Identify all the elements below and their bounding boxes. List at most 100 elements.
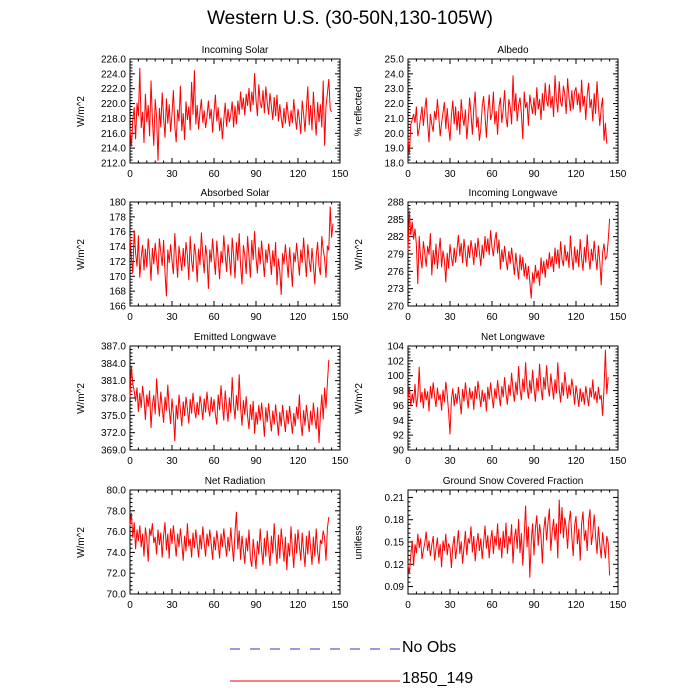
chart-panel-2: 0 30 60 90 120 150 166 168 170 172 174 176 178 180 — [109, 198, 348, 324]
legend-1850-149-line — [230, 680, 400, 682]
x-tick-label: 120 — [290, 456, 307, 467]
plot-frame — [129, 58, 341, 164]
y-tick-label: 22.0 — [385, 99, 405, 110]
y-tick-label: 0.15 — [385, 538, 405, 549]
x-tick-label: 0 — [405, 600, 411, 611]
legend-no-obs-label: No Obs — [402, 639, 457, 656]
y-tick-label: 180 — [109, 198, 126, 209]
x-tick-label: 30 — [166, 456, 178, 467]
y-tick-label: 222.0 — [101, 84, 126, 95]
plot-frame — [129, 201, 341, 307]
x-tick-label: 90 — [250, 312, 262, 323]
y-tick-label: 96 — [393, 401, 405, 412]
y-tick-label: 226.0 — [101, 55, 126, 66]
x-tick-label: 150 — [332, 312, 349, 323]
x-tick-label: 90 — [250, 456, 262, 467]
x-tick-label: 60 — [486, 169, 498, 180]
y-axis-label: unitless — [353, 525, 365, 559]
series-line-1850_149 — [407, 210, 611, 299]
x-tick-label: 150 — [332, 456, 349, 467]
x-tick-label: 120 — [568, 456, 585, 467]
y-tick-label: 279 — [387, 250, 404, 261]
x-tick-label: 150 — [610, 312, 627, 323]
x-tick-label: 60 — [208, 456, 220, 467]
y-tick-label: 92 — [393, 431, 405, 442]
y-tick-label: 372.0 — [101, 428, 126, 439]
plot-frame — [407, 58, 619, 164]
chart-title: Incoming Longwave — [468, 188, 558, 199]
x-tick-label: 0 — [405, 169, 411, 180]
x-tick-label: 120 — [290, 600, 307, 611]
x-tick-label: 0 — [127, 312, 133, 323]
y-tick-label: 0.12 — [385, 560, 405, 571]
y-tick-label: 174 — [109, 242, 126, 253]
y-tick-label: 0.18 — [385, 515, 405, 526]
y-tick-label: 218.0 — [101, 114, 126, 125]
chart-panel-4: 0 30 60 90 120 150 369.0 372.0 375.0 378.0 381.0 38… — [101, 342, 349, 468]
y-tick-label: 23.0 — [385, 84, 405, 95]
y-tick-label: 276 — [387, 267, 404, 278]
y-tick-label: 170 — [109, 272, 126, 283]
y-tick-label: 100 — [387, 371, 404, 382]
y-axis-label: W/m^2 — [75, 95, 87, 127]
y-tick-label: 375.0 — [101, 411, 126, 422]
series-line-1850_149 — [129, 511, 330, 571]
series-line-1850_149 — [129, 206, 334, 297]
y-tick-label: 74.0 — [107, 548, 127, 559]
x-tick-label: 30 — [166, 312, 178, 323]
x-tick-label: 0 — [405, 456, 411, 467]
series-line-1850_149 — [129, 67, 333, 161]
chart-title: Net Longwave — [481, 332, 545, 343]
x-tick-label: 90 — [528, 312, 540, 323]
figure-title: Western U.S. (30-50N,130-105W) — [207, 8, 493, 29]
chart-title: Albedo — [497, 45, 529, 56]
x-tick-label: 60 — [208, 312, 220, 323]
x-tick-label: 30 — [444, 600, 456, 611]
y-tick-label: 20.0 — [385, 129, 405, 140]
y-tick-label: 102 — [387, 356, 404, 367]
y-axis-label: W/m^2 — [75, 238, 87, 270]
y-tick-label: 24.0 — [385, 69, 405, 80]
x-tick-label: 120 — [568, 312, 585, 323]
y-tick-label: 178 — [109, 212, 126, 223]
y-axis-label: % reflected — [353, 85, 365, 137]
y-tick-label: 176 — [109, 227, 126, 238]
y-tick-label: 172 — [109, 257, 126, 268]
y-tick-label: 166 — [109, 302, 126, 313]
y-tick-label: 90 — [393, 446, 405, 457]
x-tick-label: 120 — [290, 169, 307, 180]
y-tick-label: 19.0 — [385, 144, 405, 155]
chart-title: Emitted Longwave — [193, 332, 277, 343]
x-tick-label: 0 — [127, 600, 133, 611]
x-tick-label: 150 — [332, 600, 349, 611]
y-tick-label: 282 — [387, 232, 404, 243]
y-tick-label: 369.0 — [101, 446, 126, 457]
x-tick-label: 60 — [486, 456, 498, 467]
y-tick-label: 168 — [109, 287, 126, 298]
x-tick-label: 0 — [127, 169, 133, 180]
y-axis-label: W/m^2 — [75, 382, 87, 414]
y-tick-label: 285 — [387, 215, 404, 226]
x-tick-label: 60 — [208, 600, 220, 611]
y-tick-label: 288 — [387, 198, 404, 209]
x-tick-label: 30 — [444, 169, 456, 180]
x-tick-label: 30 — [166, 600, 178, 611]
y-tick-label: 214.0 — [101, 144, 126, 155]
y-tick-label: 0.09 — [385, 582, 405, 593]
y-tick-label: 212.0 — [101, 159, 126, 170]
y-tick-label: 80.0 — [107, 486, 127, 497]
y-tick-label: 78.0 — [107, 506, 127, 517]
chart-panel-6: 0 30 60 90 120 150 70.0 72.0 74.0 76.0 78.0 80.0 — [107, 486, 349, 612]
x-tick-label: 120 — [290, 312, 307, 323]
y-axis-label: W/m^2 — [353, 238, 365, 270]
x-tick-label: 150 — [332, 169, 349, 180]
x-tick-label: 90 — [528, 600, 540, 611]
x-tick-label: 0 — [405, 312, 411, 323]
x-tick-label: 60 — [486, 312, 498, 323]
x-tick-label: 60 — [486, 600, 498, 611]
series-line-1850_149 — [407, 349, 609, 435]
series-line-1850_149 — [129, 359, 330, 444]
x-tick-label: 30 — [444, 456, 456, 467]
y-tick-label: 21.0 — [385, 114, 405, 125]
